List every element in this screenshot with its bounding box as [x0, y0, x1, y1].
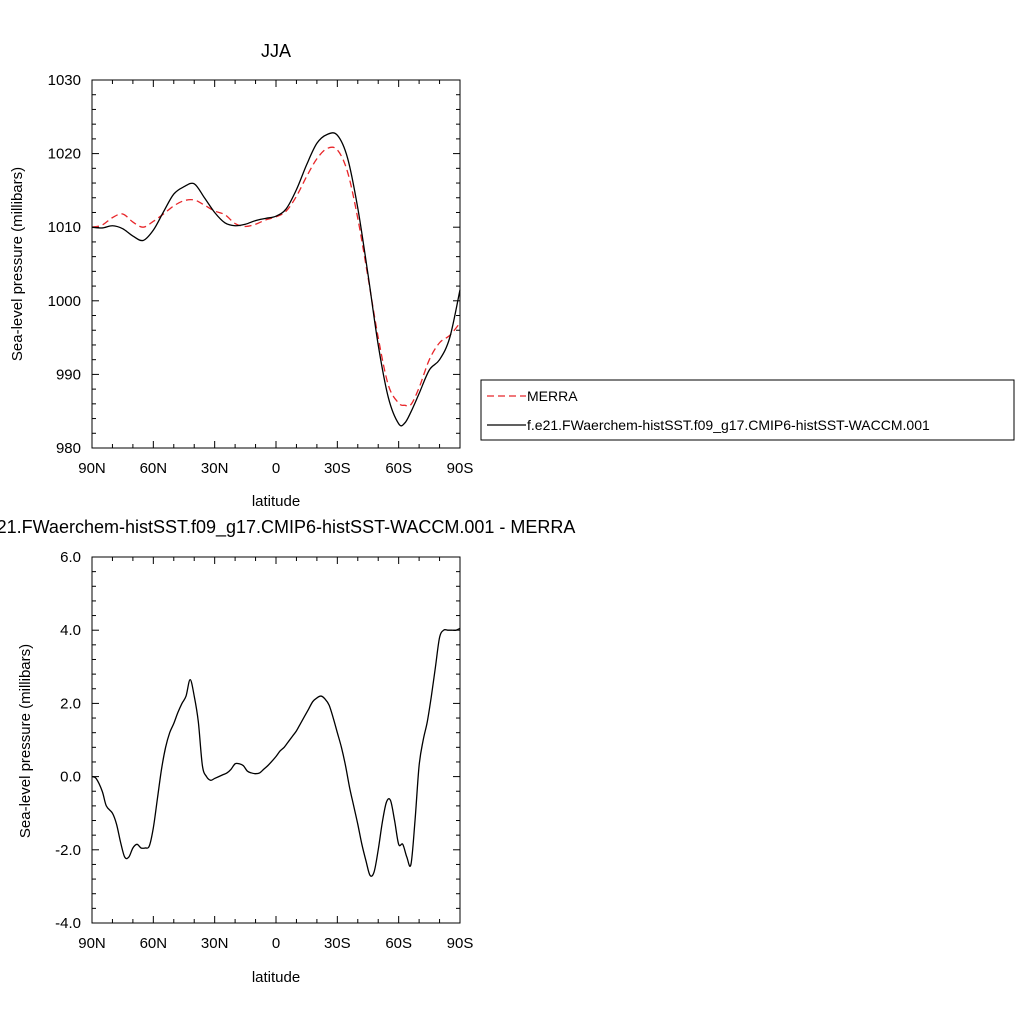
top-y-tick-label: 990 [56, 366, 81, 383]
top-y-tick-label: 1020 [48, 146, 81, 163]
bottom-series-group [91, 627, 461, 877]
bottom-panel: f.e21.FWaerchem-histSST.f09_g17.CMIP6-hi… [0, 517, 575, 986]
top-series-line-model [91, 132, 461, 427]
bottom-series-line-difference [91, 627, 461, 877]
bottom-x-tick-label: 30N [201, 935, 229, 952]
top-x-tick-label: 30S [324, 460, 351, 477]
top-y-axis-label: Sea-level pressure (millibars) [9, 167, 26, 361]
bottom-y-axis-label: Sea-level pressure (millibars) [17, 644, 34, 838]
top-plot-frame [91, 79, 461, 449]
top-x-tick-label: 30N [201, 460, 229, 477]
bottom-y-tick-label: 6.0 [60, 549, 81, 566]
bottom-x-tick-label: 90N [78, 935, 106, 952]
bottom-axis-ticks: 90N 60N 30N 0 30S 60S 90S -4.0 -2.0 0.0 2.0 4.0 6.0 [55, 549, 473, 952]
bottom-plot-frame [91, 556, 461, 924]
top-x-tick-label: 0 [272, 460, 280, 477]
bottom-y-tick-label: -2.0 [55, 842, 81, 859]
top-y-tick-label: 1030 [48, 72, 81, 89]
top-y-tick-label: 1010 [48, 219, 81, 236]
top-axis-ticks: 90N 60N 30N 0 30S 60S 90S 980 990 1000 1010 1020 103… [48, 72, 474, 477]
bottom-x-tick-label: 90S [447, 935, 474, 952]
bottom-y-tick-label: 2.0 [60, 695, 81, 712]
top-y-tick-label: 980 [56, 440, 81, 457]
bottom-y-tick-label: 4.0 [60, 622, 81, 639]
bottom-x-axis-label: latitude [252, 969, 300, 986]
legend-merra-label: MERRA [527, 388, 578, 404]
top-x-axis-label: latitude [252, 493, 300, 510]
bottom-x-tick-label: 0 [272, 935, 280, 952]
bottom-x-tick-label: 30S [324, 935, 351, 952]
top-x-tick-label: 60S [385, 460, 412, 477]
bottom-x-tick-label: 60N [140, 935, 168, 952]
top-x-tick-label: 90N [78, 460, 106, 477]
bottom-y-tick-label: 0.0 [60, 769, 81, 786]
top-panel: JJA Sea-level pressure (millibars) latit… [9, 41, 1015, 510]
top-series-line-merra [91, 146, 461, 407]
top-series-group [91, 132, 461, 427]
legend: MERRA f.e21.FWaerchem-histSST.f09_g17.CM… [480, 379, 1015, 441]
top-x-tick-label: 90S [447, 460, 474, 477]
legend-box [480, 379, 1015, 441]
top-x-tick-label: 60N [140, 460, 168, 477]
top-chart-title: JJA [261, 41, 291, 61]
legend-model-label: f.e21.FWaerchem-histSST.f09_g17.CMIP6-hi… [527, 417, 930, 433]
bottom-x-tick-label: 60S [385, 935, 412, 952]
bottom-chart-title: f.e21.FWaerchem-histSST.f09_g17.CMIP6-hi… [0, 517, 575, 538]
top-y-tick-label: 1000 [48, 293, 81, 310]
bottom-y-tick-label: -4.0 [55, 915, 81, 932]
